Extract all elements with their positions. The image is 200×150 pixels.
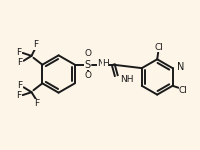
Text: NH: NH — [120, 75, 134, 84]
Text: H: H — [102, 59, 109, 68]
Text: F: F — [34, 99, 39, 108]
Text: Cl: Cl — [155, 43, 164, 52]
Text: O: O — [84, 49, 91, 58]
Text: F: F — [17, 81, 22, 90]
Text: S: S — [85, 60, 91, 70]
Text: F: F — [33, 40, 38, 49]
Text: N: N — [177, 62, 184, 72]
Text: F: F — [16, 91, 21, 100]
Text: O: O — [84, 71, 91, 80]
Text: F: F — [17, 58, 22, 67]
Text: N: N — [97, 59, 104, 68]
Text: F: F — [16, 48, 21, 57]
Text: Cl: Cl — [179, 86, 188, 95]
